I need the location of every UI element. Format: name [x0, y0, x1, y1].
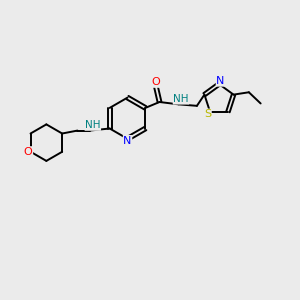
Text: N: N — [216, 76, 225, 86]
Text: N: N — [123, 136, 132, 146]
Text: O: O — [152, 77, 160, 87]
Text: NH: NH — [173, 94, 189, 104]
Text: NH: NH — [85, 120, 100, 130]
Text: S: S — [204, 109, 211, 119]
Text: O: O — [24, 147, 33, 157]
